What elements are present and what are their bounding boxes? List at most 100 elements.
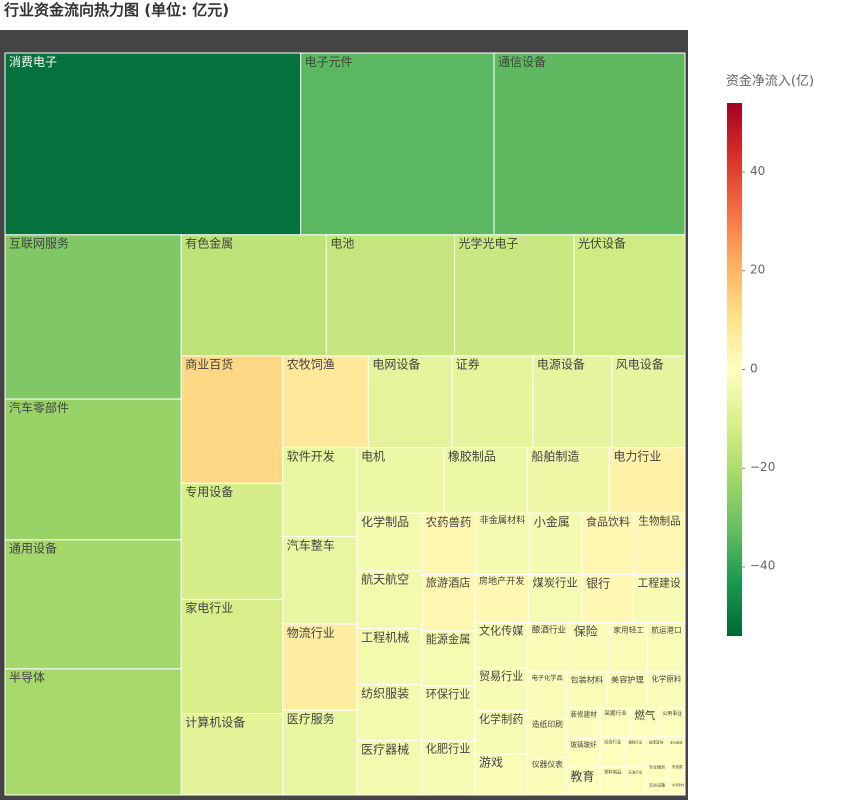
tile-label: 通用设备 bbox=[9, 542, 57, 556]
chart-title: 行业资金流向热力图 (单位: 亿元) bbox=[3, 1, 229, 19]
tile-label: 汽车零部件 bbox=[9, 400, 69, 415]
treemap-tile bbox=[180, 355, 284, 484]
colorbar-tick-label: 0 bbox=[750, 361, 758, 375]
tile-label: 电源设备 bbox=[537, 358, 585, 372]
treemap-tile bbox=[527, 757, 567, 796]
tile-label: 塑料制品 bbox=[604, 769, 621, 776]
tile-label: 能源金属 bbox=[426, 632, 471, 646]
tile-label: 航天航空 bbox=[361, 572, 409, 587]
treemap-tile bbox=[573, 234, 686, 357]
tile-label: 电子化学品 bbox=[532, 674, 563, 682]
tile-label: 专业服务 bbox=[649, 764, 665, 770]
treemap-tile bbox=[180, 234, 327, 357]
treemap-tile bbox=[581, 574, 635, 624]
tile-label: 计算机设备 bbox=[185, 714, 245, 729]
tile-label: 贵金属 bbox=[672, 764, 683, 769]
treemap-tile bbox=[356, 684, 423, 742]
treemap-tile bbox=[646, 671, 686, 709]
treemap-tile bbox=[4, 234, 182, 400]
tile-label: 生物制品 bbox=[638, 514, 680, 527]
tile-label: 旅游酒店 bbox=[426, 576, 471, 590]
tile-label: 燃气 bbox=[634, 709, 656, 722]
tile-label: 农牧饲渔 bbox=[287, 358, 335, 372]
treemap-tile bbox=[475, 512, 531, 576]
tile-label: 汽车整车 bbox=[287, 537, 335, 552]
treemap-tile bbox=[282, 355, 369, 449]
treemap-tile bbox=[646, 622, 686, 673]
tile-label: 玻璃玻纤 bbox=[570, 740, 597, 749]
tile-label: 非金属材料 bbox=[480, 514, 525, 526]
tile-label: 电网设备 bbox=[372, 358, 420, 372]
treemap-tile bbox=[4, 668, 182, 796]
treemap-tile bbox=[282, 447, 358, 538]
treemap-tile bbox=[356, 570, 423, 630]
tile-label: 光学光电子 bbox=[458, 236, 518, 251]
colorbar-tick-label: 40 bbox=[750, 164, 765, 178]
tile-label: 消费电子 bbox=[9, 55, 57, 69]
tile-label: 家用轻工 bbox=[614, 624, 645, 634]
tile-label: 造纸印刷 bbox=[532, 719, 563, 729]
treemap-tile bbox=[528, 574, 583, 624]
treemap-tile bbox=[565, 671, 608, 709]
tile-label: 食品饮料 bbox=[586, 514, 630, 528]
treemap-tile bbox=[527, 671, 567, 718]
tile-label: 公用事业 bbox=[663, 710, 683, 717]
treemap-tile bbox=[325, 234, 455, 357]
colorbar-tick-label: 20 bbox=[750, 263, 765, 277]
treemap-tile bbox=[356, 512, 423, 572]
tile-label: 纺织服装 bbox=[361, 686, 409, 700]
treemap-tile bbox=[599, 766, 625, 796]
tile-label: 贸易行业 bbox=[479, 670, 523, 683]
tile-label: 石油行业 bbox=[628, 770, 642, 775]
tile-label: 船舶制造 bbox=[531, 448, 579, 463]
tile-label: 游戏 bbox=[479, 756, 503, 770]
treemap-tile bbox=[356, 628, 423, 686]
tile-label: 小金属 bbox=[534, 514, 570, 529]
tile-label: 光伏设备 bbox=[578, 237, 626, 251]
treemap-tile bbox=[453, 234, 575, 357]
treemap-tile bbox=[356, 740, 423, 796]
treemap-tile bbox=[180, 482, 284, 600]
tile-label: 珠宝首饰 bbox=[649, 739, 664, 744]
colorbar-title: 资金净流入(亿) bbox=[726, 73, 814, 89]
tile-label: 文化传媒 bbox=[479, 624, 523, 638]
treemap-tile bbox=[565, 766, 601, 796]
tile-label: 橡胶制品 bbox=[448, 448, 496, 463]
colorbar-tick-label: −20 bbox=[750, 460, 775, 474]
treemap-tile bbox=[367, 355, 453, 449]
tile-label: 家电行业 bbox=[185, 600, 233, 615]
colorbar-tick-label: −40 bbox=[750, 559, 775, 573]
treemap-tile bbox=[529, 512, 583, 576]
tile-label: 航运港口 bbox=[651, 624, 681, 634]
tile-label: 钢铁行业 bbox=[628, 739, 642, 744]
tile-label: 保险 bbox=[574, 624, 598, 639]
treemap-tile bbox=[493, 52, 686, 236]
tile-label: 医疗器械 bbox=[361, 741, 409, 756]
tile-label: 电子元件 bbox=[305, 55, 353, 69]
tile-label: 包装材料 bbox=[570, 674, 603, 684]
tile-label: 美容护理 bbox=[611, 674, 644, 684]
tile-label: 银行 bbox=[586, 576, 610, 590]
tile-label: 工程建设 bbox=[638, 576, 681, 590]
treemap-tile bbox=[180, 598, 284, 714]
treemap-tile bbox=[4, 539, 182, 670]
tile-label: 商业百货 bbox=[185, 357, 233, 372]
tile-label: 化学制品 bbox=[361, 514, 409, 529]
tile-label: 电池 bbox=[330, 237, 354, 251]
tile-label: 综合行业 bbox=[604, 738, 622, 745]
treemap-tile bbox=[608, 447, 686, 514]
tile-label: 装修建材 bbox=[570, 710, 597, 719]
tile-label: 有色金属 bbox=[185, 236, 233, 251]
treemap-tile bbox=[451, 355, 534, 449]
treemap-tile bbox=[4, 398, 182, 541]
treemap-tile bbox=[581, 512, 635, 576]
treemap-tile bbox=[282, 623, 358, 711]
tile-label: 教育 bbox=[570, 768, 594, 783]
treemap-tile bbox=[180, 712, 284, 796]
treemap-tile bbox=[282, 536, 358, 625]
tile-label: 水泥建材 bbox=[672, 782, 684, 787]
tile-label: 证券 bbox=[456, 357, 480, 372]
tile-label: 酿酒行业 bbox=[532, 623, 567, 635]
colorbar bbox=[727, 103, 742, 636]
